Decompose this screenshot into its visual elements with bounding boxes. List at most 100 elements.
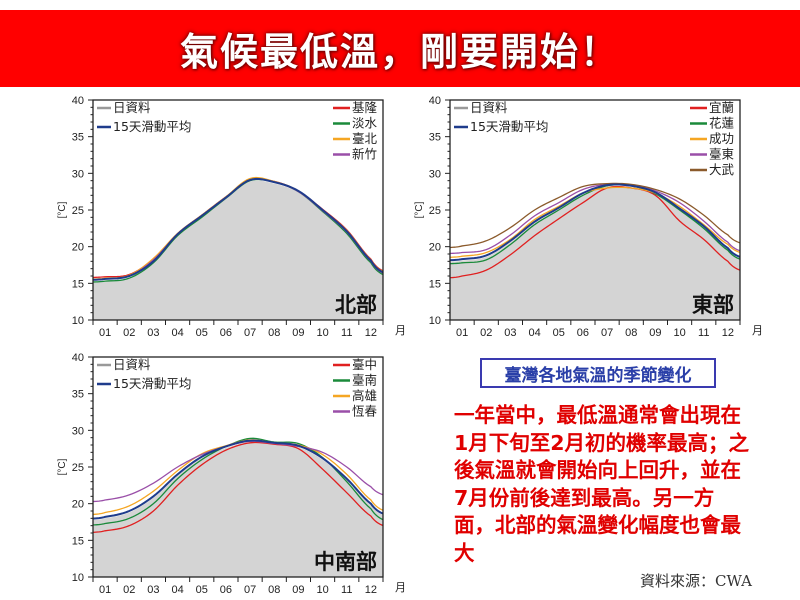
x-tick-label: 03 — [147, 327, 159, 339]
legend-label: 臺東 — [709, 147, 735, 162]
x-tick-label: 12 — [365, 327, 377, 339]
x-tick-label: 09 — [292, 584, 304, 596]
legend-label: 15天滑動平均 — [113, 376, 191, 391]
y-tick-label: 40 — [72, 352, 84, 364]
series-line-1 — [92, 437, 384, 526]
legend-label: 臺中 — [352, 357, 377, 372]
x-tick-label: 10 — [673, 327, 685, 339]
x-tick-label: 06 — [577, 327, 589, 339]
y-tick-label: 10 — [72, 315, 84, 327]
x-tick-label: 01 — [99, 327, 111, 339]
y-tick-label: 25 — [429, 205, 441, 217]
average-line — [92, 439, 384, 520]
y-tick-label: 20 — [429, 242, 441, 254]
x-tick-label: 07 — [244, 327, 256, 339]
x-tick-label: 01 — [456, 327, 468, 339]
x-tick-label: 05 — [196, 584, 208, 596]
x-tick-label: 02 — [123, 584, 135, 596]
x-tick-label: 04 — [528, 327, 540, 339]
average-line — [449, 183, 741, 262]
x-axis-label: 月 — [395, 581, 405, 594]
legend-label: 宜蘭 — [709, 100, 734, 115]
x-tick-label: 03 — [147, 584, 159, 596]
y-tick-label: 25 — [72, 205, 84, 217]
legend-label: 花蓮 — [709, 116, 735, 131]
x-tick-label: 02 — [480, 327, 492, 339]
y-tick-label: 10 — [72, 572, 84, 584]
x-tick-label: 12 — [722, 327, 734, 339]
y-tick-label: 20 — [72, 499, 84, 511]
y-tick-label: 30 — [72, 425, 84, 437]
legend-label: 新竹 — [352, 147, 377, 162]
note-body: 一年當中，最低溫通常會出現在1月下旬至2月初的機率最高；之後氣溫就會開始向上回升… — [454, 403, 750, 565]
x-tick-label: 08 — [625, 327, 637, 339]
legend-label: 基隆 — [352, 100, 378, 115]
x-tick-label: 03 — [504, 327, 516, 339]
x-tick-label: 04 — [171, 584, 183, 596]
series-line-3 — [449, 183, 741, 255]
x-tick-label: 06 — [220, 584, 232, 596]
y-tick-label: 15 — [72, 535, 84, 547]
series-line-2 — [449, 186, 741, 258]
region-label: 中南部 — [314, 550, 377, 574]
x-tick-label: 05 — [553, 327, 565, 339]
y-axis-label: [°C] — [57, 458, 68, 475]
legend-label: 15天滑動平均 — [470, 119, 548, 134]
y-tick-label: 35 — [72, 389, 84, 401]
x-tick-label: 11 — [698, 327, 709, 339]
y-axis-label: [°C] — [414, 201, 425, 218]
x-tick-label: 01 — [99, 584, 111, 596]
x-axis-label: 月 — [395, 324, 405, 337]
legend-label: 恆春 — [352, 404, 378, 419]
chart-north: 10 15 20 25 30 35 40 [°C] 01 02 03 04 05 06 07 08 09 10 11… — [57, 95, 405, 339]
x-tick-label: 08 — [268, 584, 280, 596]
x-tick-label: 09 — [649, 327, 661, 339]
legend-label: 大武 — [709, 162, 735, 177]
y-tick-label: 15 — [429, 278, 441, 290]
series-line-0 — [92, 441, 384, 533]
y-tick-label: 10 — [429, 315, 441, 327]
chart-east: 10 15 20 25 30 35 40 [°C] 01 02 03 04 05 06 07 08 09 10 11… — [414, 95, 762, 339]
region-label: 東部 — [692, 293, 734, 317]
y-tick-label: 35 — [72, 132, 84, 144]
region-label: 北部 — [335, 293, 377, 317]
note-title: 臺灣各地氣溫的季節變化 — [480, 358, 716, 388]
daily-data-area — [93, 442, 383, 577]
series-line-4 — [449, 182, 741, 249]
x-tick-label: 11 — [341, 327, 352, 339]
x-tick-label: 07 — [244, 584, 256, 596]
x-tick-label: 04 — [171, 327, 183, 339]
legend-label: 淡水 — [352, 116, 378, 131]
legend-label: 日資料 — [113, 100, 151, 115]
series-line-0 — [449, 185, 741, 279]
average-line — [92, 177, 384, 281]
legend-label: 臺南 — [352, 373, 377, 388]
x-tick-label: 09 — [292, 327, 304, 339]
x-tick-label: 08 — [268, 327, 280, 339]
legend-label: 日資料 — [113, 357, 151, 372]
y-tick-label: 40 — [429, 95, 441, 107]
y-tick-label: 40 — [72, 95, 84, 107]
y-tick-label: 30 — [72, 168, 84, 180]
x-tick-label: 07 — [601, 327, 613, 339]
source-credit: 資料來源：CWA — [640, 572, 752, 590]
x-tick-label: 05 — [196, 327, 208, 339]
y-tick-label: 15 — [72, 278, 84, 290]
daily-data-area — [450, 185, 740, 320]
daily-data-area — [93, 180, 383, 320]
title-banner: 氣候最低溫，剛要開始！ — [0, 10, 800, 87]
y-tick-label: 25 — [72, 462, 84, 474]
banner-title: 氣候最低溫，剛要開始！ — [179, 30, 620, 74]
y-tick-label: 35 — [429, 132, 441, 144]
legend-label: 15天滑動平均 — [113, 119, 191, 134]
chart-south: 10 15 20 25 30 35 40 [°C] 01 02 03 04 05 06 07 08 09 10 11… — [57, 352, 405, 596]
x-tick-label: 10 — [316, 584, 328, 596]
x-tick-label: 10 — [316, 327, 328, 339]
x-tick-label: 12 — [365, 584, 377, 596]
y-tick-label: 30 — [429, 168, 441, 180]
y-axis-label: [°C] — [57, 201, 68, 218]
legend-label: 日資料 — [470, 100, 508, 115]
y-tick-label: 20 — [72, 242, 84, 254]
legend-label: 成功 — [709, 131, 734, 146]
x-tick-label: 06 — [220, 327, 232, 339]
